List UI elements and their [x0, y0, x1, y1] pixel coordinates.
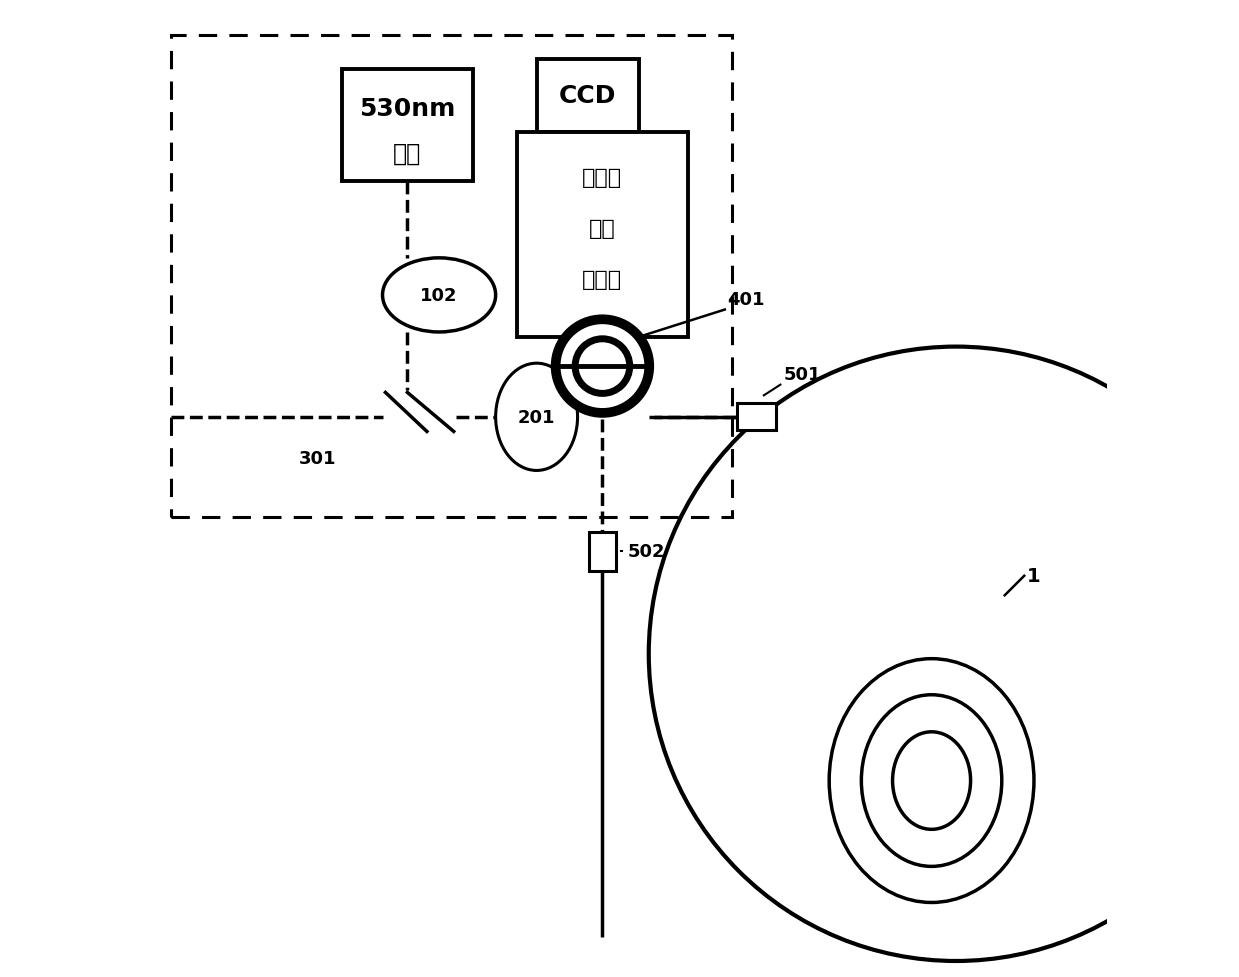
Text: 501: 501	[783, 365, 820, 383]
Text: 102: 102	[420, 286, 458, 305]
Bar	[517, 133, 688, 337]
Circle shape	[555, 319, 649, 413]
Ellipse shape	[383, 259, 496, 332]
Bar	[736, 404, 776, 431]
Text: 综光: 综光	[393, 142, 421, 165]
Text: 1: 1	[1027, 567, 1041, 585]
Text: 目镜: 目镜	[589, 219, 616, 239]
Text: 502: 502	[627, 543, 665, 561]
Text: 物镜组: 物镜组	[582, 271, 622, 290]
Circle shape	[575, 339, 629, 394]
Bar	[589, 532, 616, 572]
Text: CCD: CCD	[559, 84, 617, 108]
Bar	[171, 35, 732, 518]
Text: 201: 201	[518, 408, 555, 426]
Text: 401: 401	[727, 290, 764, 309]
Text: 530nm: 530nm	[359, 97, 456, 121]
Bar	[342, 69, 473, 182]
Text: 显微镜: 显微镜	[582, 168, 622, 188]
Bar	[536, 60, 639, 133]
Ellipse shape	[496, 363, 577, 471]
Text: 301: 301	[299, 449, 337, 468]
